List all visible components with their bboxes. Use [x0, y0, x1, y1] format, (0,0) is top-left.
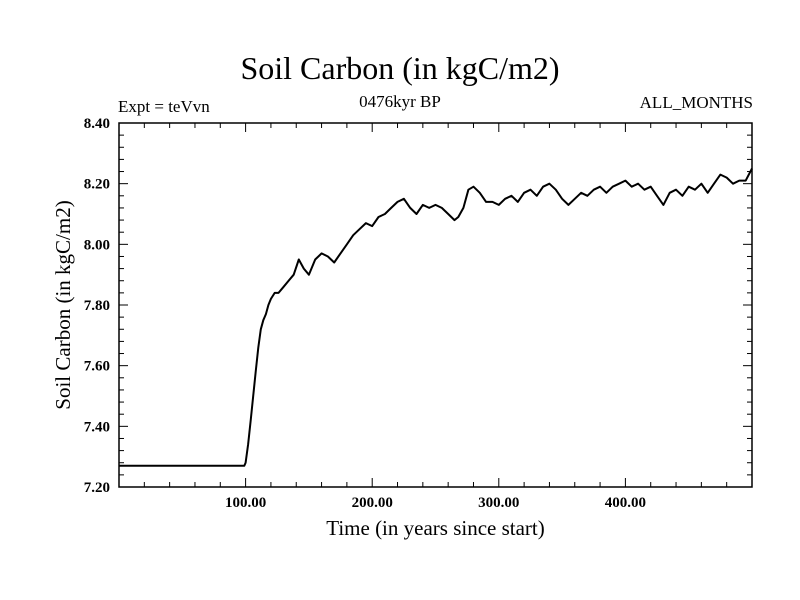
y-tick-label: 8.20	[84, 177, 110, 193]
series-layer	[119, 168, 753, 467]
chart-title: Soil Carbon (in kgC/m2)	[240, 50, 560, 86]
x-axis-label: Time (in years since start)	[326, 516, 545, 540]
y-tick-label: 7.60	[84, 359, 110, 375]
y-axis-label: Soil Carbon (in kgC/m2)	[51, 200, 75, 409]
months-label: ALL_MONTHS	[639, 93, 753, 112]
y-tick-label: 7.40	[84, 419, 110, 435]
x-tick-label: 400.00	[605, 495, 646, 511]
y-tick-label: 7.80	[84, 298, 110, 314]
tick-labels: 100.00 200.00 300.00 400.00 7.20 7.40 7.60 7.80…	[84, 116, 646, 511]
x-tick-label: 200.00	[352, 495, 393, 511]
x-tick-label: 300.00	[478, 495, 519, 511]
chart-subtitle: 0476kyr BP	[359, 92, 441, 111]
axis-ticks	[119, 123, 752, 487]
series-line	[119, 168, 753, 467]
plot-frame	[118, 122, 753, 488]
x-tick-label: 100.00	[225, 495, 266, 511]
y-tick-label: 8.00	[84, 237, 110, 253]
y-tick-label: 7.20	[84, 480, 110, 496]
experiment-label: Expt = teVvn	[118, 97, 210, 116]
y-tick-label: 8.40	[84, 116, 110, 132]
